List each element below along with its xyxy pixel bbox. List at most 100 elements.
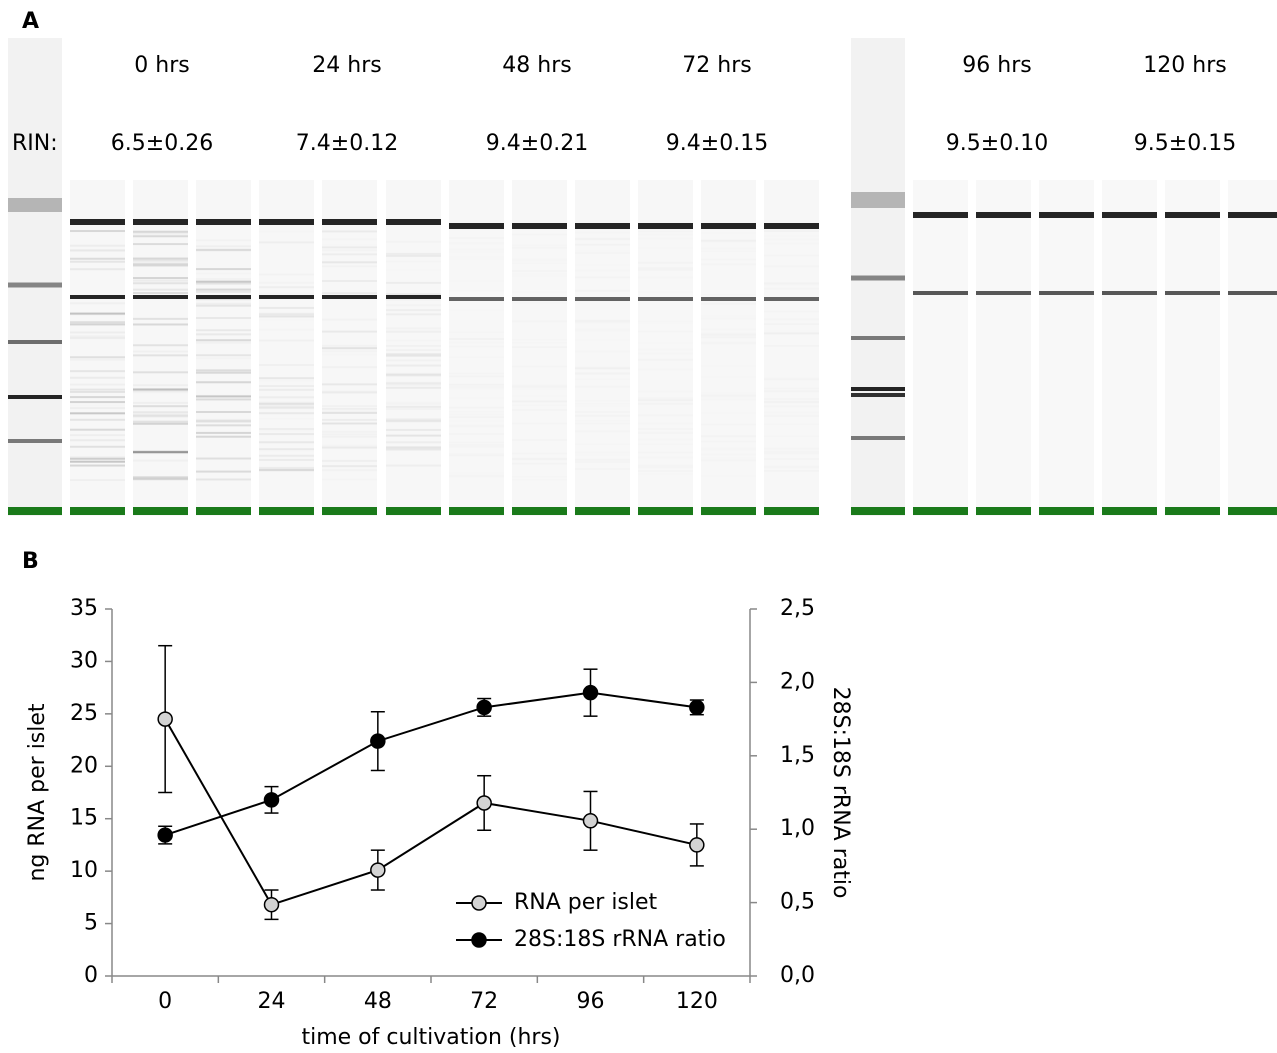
smear [449,407,504,409]
y-tick-label: 10 [70,858,98,883]
marker-band [449,507,504,515]
smear [259,379,314,381]
smear [449,441,504,443]
smear [70,377,125,379]
x-tick-label: 120 [676,989,718,1014]
smear [133,323,188,325]
smear [322,261,377,263]
smear [386,355,441,357]
smear [259,396,314,398]
smear [322,465,377,467]
ladder-band [851,276,905,281]
smear [386,349,441,351]
smear [701,398,756,400]
smear [701,468,756,470]
lane [1228,180,1277,516]
smear [449,425,504,427]
band-28s [638,223,693,229]
smear [322,429,377,431]
smear [701,290,756,292]
smear [70,465,125,467]
smear [322,391,377,393]
smear [638,234,693,236]
time-label: 120 hrs [1143,53,1226,78]
smear [701,449,756,451]
marker-band [70,507,125,515]
smear [196,411,251,413]
smear [70,479,125,481]
smear [575,451,630,453]
y2-tick-label: 2,0 [780,669,815,694]
smear [386,373,441,375]
smear [575,378,630,380]
smear [575,411,630,413]
y2-tick-label: 0,0 [780,963,815,988]
smear [701,336,756,338]
smear [70,359,125,361]
smear [259,274,314,276]
lane [196,180,251,516]
smear [259,467,314,469]
y2-tick-label: 2,5 [780,596,815,621]
data-point [158,828,172,842]
smear [133,351,188,353]
smear [449,243,504,245]
smear [512,247,567,249]
smear [764,330,819,332]
smear [196,268,251,270]
smear [70,405,125,407]
smear [512,458,567,460]
smear [575,350,630,352]
band-28s [386,219,441,225]
smear [701,342,756,344]
smear [638,432,693,434]
ladder-band [851,393,905,397]
smear [386,255,441,257]
band-28s [259,219,314,225]
smear [764,323,819,325]
lane [1039,180,1094,516]
y-tick-label: 25 [70,701,98,726]
smear [764,452,819,454]
smear [322,253,377,255]
smear [386,449,441,451]
smear [259,364,314,366]
smear [259,319,314,321]
smear [196,239,251,241]
smear [701,263,756,265]
smear [259,433,314,435]
legend-marker [472,933,486,947]
smear [575,328,630,330]
legend-marker [472,896,486,910]
time-label: 0 hrs [134,53,189,78]
rin-value: 9.4±0.15 [666,131,768,156]
smear [133,405,188,407]
smear [638,470,693,472]
smear [449,331,504,333]
data-point [371,734,385,748]
smear [764,423,819,425]
smear [70,268,125,270]
smear [764,412,819,414]
smear [133,344,188,346]
data-point [584,814,598,828]
smear [259,286,314,288]
smear [764,235,819,237]
smear [764,265,819,267]
smear [449,375,504,377]
smear [764,435,819,437]
smear [449,356,504,358]
y-tick-label: 20 [70,753,98,778]
smear [512,245,567,247]
smear [764,378,819,380]
smear [512,409,567,411]
smear [196,283,251,285]
band-28s [512,223,567,229]
band-18s [196,295,251,299]
smear [701,381,756,383]
smear [575,290,630,292]
band-28s [1039,212,1094,218]
smear [196,289,251,291]
smear [764,470,819,472]
smear [133,231,188,233]
